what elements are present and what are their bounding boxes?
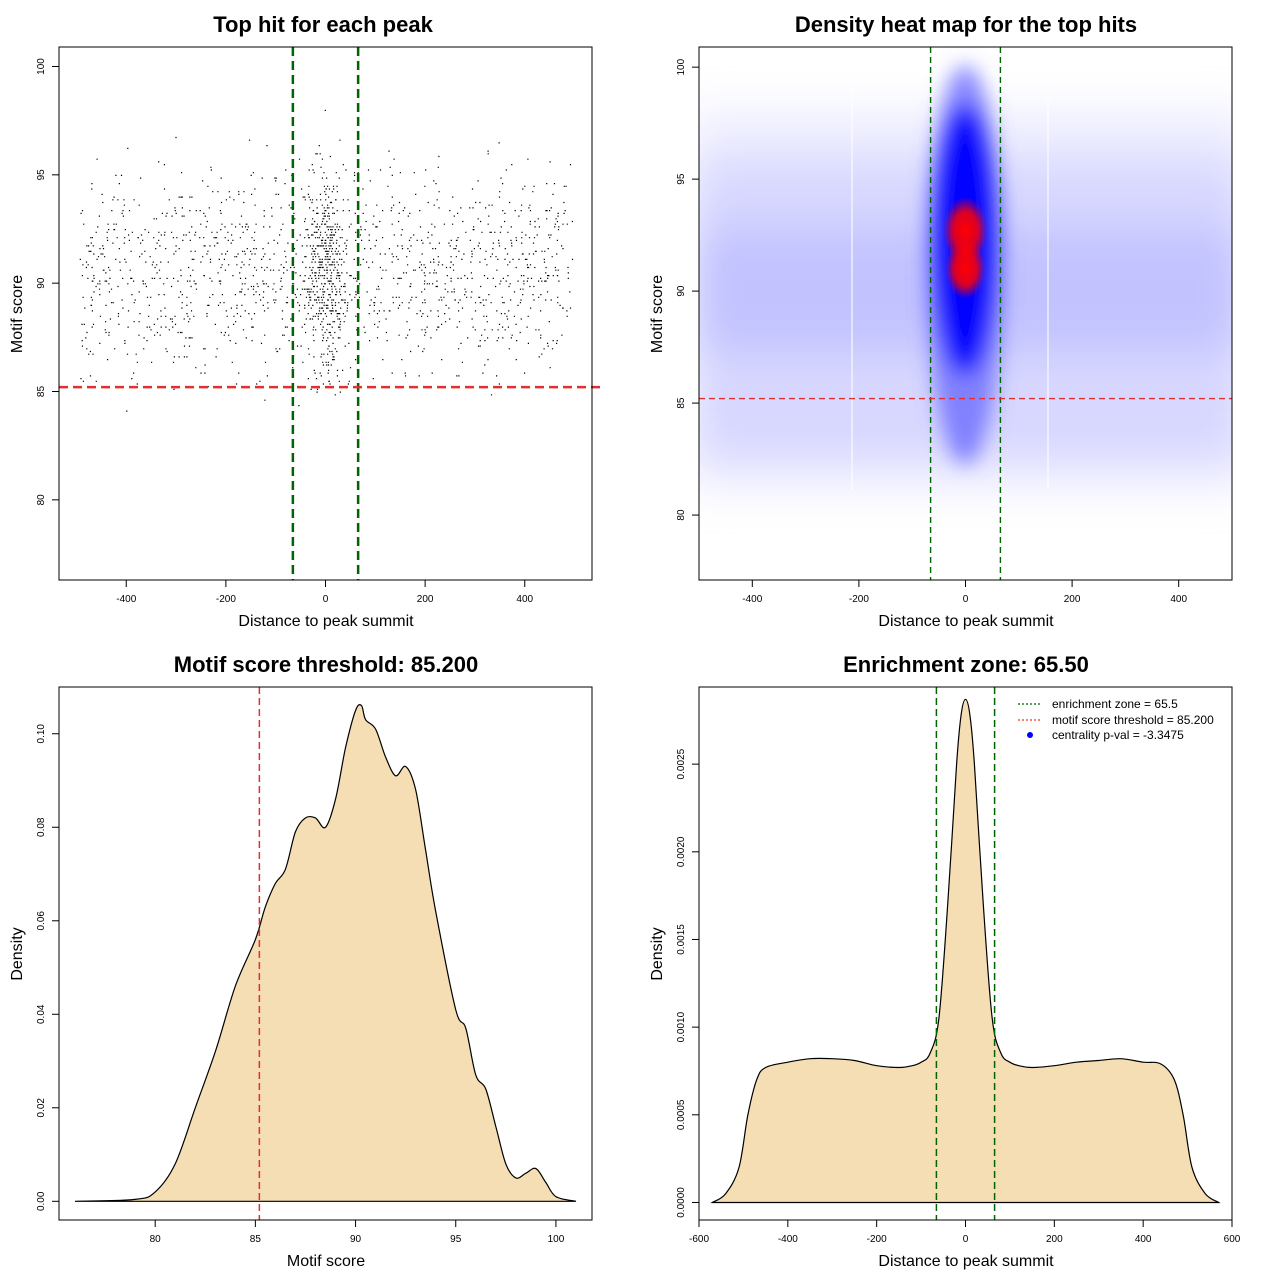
y-tick-label: 0.00 (36, 1191, 47, 1211)
heatmap-x-axis: -400 -200 0 200 400 (742, 579, 1187, 605)
x-tick-label: -200 (867, 1234, 887, 1245)
heatmap-surface (699, 47, 1232, 580)
x-tick-label: 600 (1224, 1234, 1241, 1245)
x-tick-label: 95 (450, 1234, 462, 1245)
y-tick-label: 0.02 (36, 1098, 47, 1118)
y-tick-label: 90 (676, 285, 687, 297)
x-tick-label: -400 (116, 594, 136, 605)
x-tick-label: 80 (150, 1234, 162, 1245)
heatmap-panel: Density heat map for the top hits (649, 12, 1233, 630)
distance-density-title: Enrichment zone: 65.50 (843, 652, 1089, 677)
scatter-panel: Top hit for each peak -400 -200 0 200 400 80… (9, 12, 600, 630)
legend-enrichment-label: enrichment zone = 65.5 (1052, 697, 1178, 711)
x-tick-label: 0 (323, 594, 329, 605)
heatmap-x-label: Distance to peak summit (878, 613, 1054, 630)
y-tick-label: 0.0005 (676, 1099, 687, 1130)
y-tick-label: 0.0020 (676, 836, 687, 867)
legend-centrality-label: centrality p-val = -3.3475 (1052, 728, 1184, 742)
y-tick-label: 0.08 (36, 817, 47, 837)
scatter-y-label: Motif score (9, 275, 26, 353)
x-tick-label: -200 (216, 594, 236, 605)
x-tick-label: 90 (350, 1234, 362, 1245)
score-density-title: Motif score threshold: 85.200 (174, 652, 478, 677)
y-tick-label: 0.0010 (676, 1011, 687, 1042)
distance-density-panel: Enrichment zone: 65.50 -600 -400 -200 0 200 4… (649, 652, 1241, 1270)
heatmap-hotspot-lower (945, 238, 986, 299)
score-density-x-label: Motif score (287, 1253, 365, 1270)
x-tick-label: 200 (1064, 594, 1081, 605)
x-tick-label: 85 (250, 1234, 262, 1245)
y-tick-label: 80 (676, 509, 687, 521)
x-tick-label: -600 (689, 1234, 709, 1245)
x-tick-label: 0 (963, 594, 969, 605)
y-tick-label: 100 (36, 58, 47, 75)
y-tick-label: 95 (36, 169, 47, 181)
heatmap-title: Density heat map for the top hits (795, 12, 1137, 37)
x-tick-label: -400 (742, 594, 762, 605)
scatter-point-cloud (79, 109, 574, 412)
heatmap-y-axis: 80 85 90 95 100 (676, 58, 700, 521)
y-tick-label: 90 (36, 277, 47, 289)
heatmap-hotspots (943, 196, 988, 299)
x-tick-label: 400 (1170, 594, 1187, 605)
distance-density-y-label: Density (649, 927, 666, 980)
heatmap-y-label: Motif score (649, 275, 666, 353)
scatter-x-axis: -400 -200 0 200 400 (116, 579, 534, 605)
scatter-title: Top hit for each peak (213, 12, 433, 37)
distance-density-legend: enrichment zone = 65.5 motif score thres… (1018, 697, 1214, 742)
legend-threshold-label: motif score threshold = 85.200 (1052, 713, 1214, 727)
y-tick-label: 0.10 (36, 724, 47, 744)
y-tick-label: 0.06 (36, 911, 47, 931)
score-density-y-axis: 0.00 0.02 0.04 0.06 0.08 0.10 (36, 724, 60, 1211)
distance-density-area (710, 698, 1221, 1204)
y-tick-label: 80 (36, 494, 47, 506)
x-tick-label: -200 (849, 594, 869, 605)
y-tick-label: 85 (676, 397, 687, 409)
y-tick-label: 0.0015 (676, 924, 687, 955)
distance-density-y-axis: 0.0000 0.0005 0.0010 0.0015 0.0020 0.0025 (676, 748, 700, 1218)
x-tick-label: 400 (1135, 1234, 1152, 1245)
score-density-area (74, 704, 577, 1202)
y-tick-label: 0.0025 (676, 748, 687, 779)
x-tick-label: 100 (548, 1234, 565, 1245)
x-tick-label: -400 (778, 1234, 798, 1245)
x-tick-label: 0 (963, 1234, 969, 1245)
distance-density-x-label: Distance to peak summit (878, 1253, 1054, 1270)
y-tick-label: 85 (36, 386, 47, 398)
x-tick-label: 400 (516, 594, 533, 605)
x-tick-label: 200 (1046, 1234, 1063, 1245)
scatter-x-label: Distance to peak summit (238, 613, 414, 630)
score-density-y-label: Density (9, 927, 26, 980)
distance-density-x-axis: -600 -400 -200 0 200 400 600 (689, 1219, 1241, 1245)
y-tick-label: 95 (676, 173, 687, 185)
scatter-y-axis: 80 85 90 95 100 (36, 58, 60, 506)
score-density-x-axis: 80 85 90 95 100 (150, 1219, 565, 1245)
scatter-points (79, 109, 574, 412)
y-tick-label: 100 (676, 58, 687, 75)
y-tick-label: 0.04 (36, 1004, 47, 1024)
score-density-panel: Motif score threshold: 85.200 80 85 90 95 10… (9, 652, 593, 1270)
legend-centrality-swatch (1027, 732, 1033, 738)
y-tick-label: 0.0000 (676, 1187, 687, 1218)
x-tick-label: 200 (417, 594, 434, 605)
